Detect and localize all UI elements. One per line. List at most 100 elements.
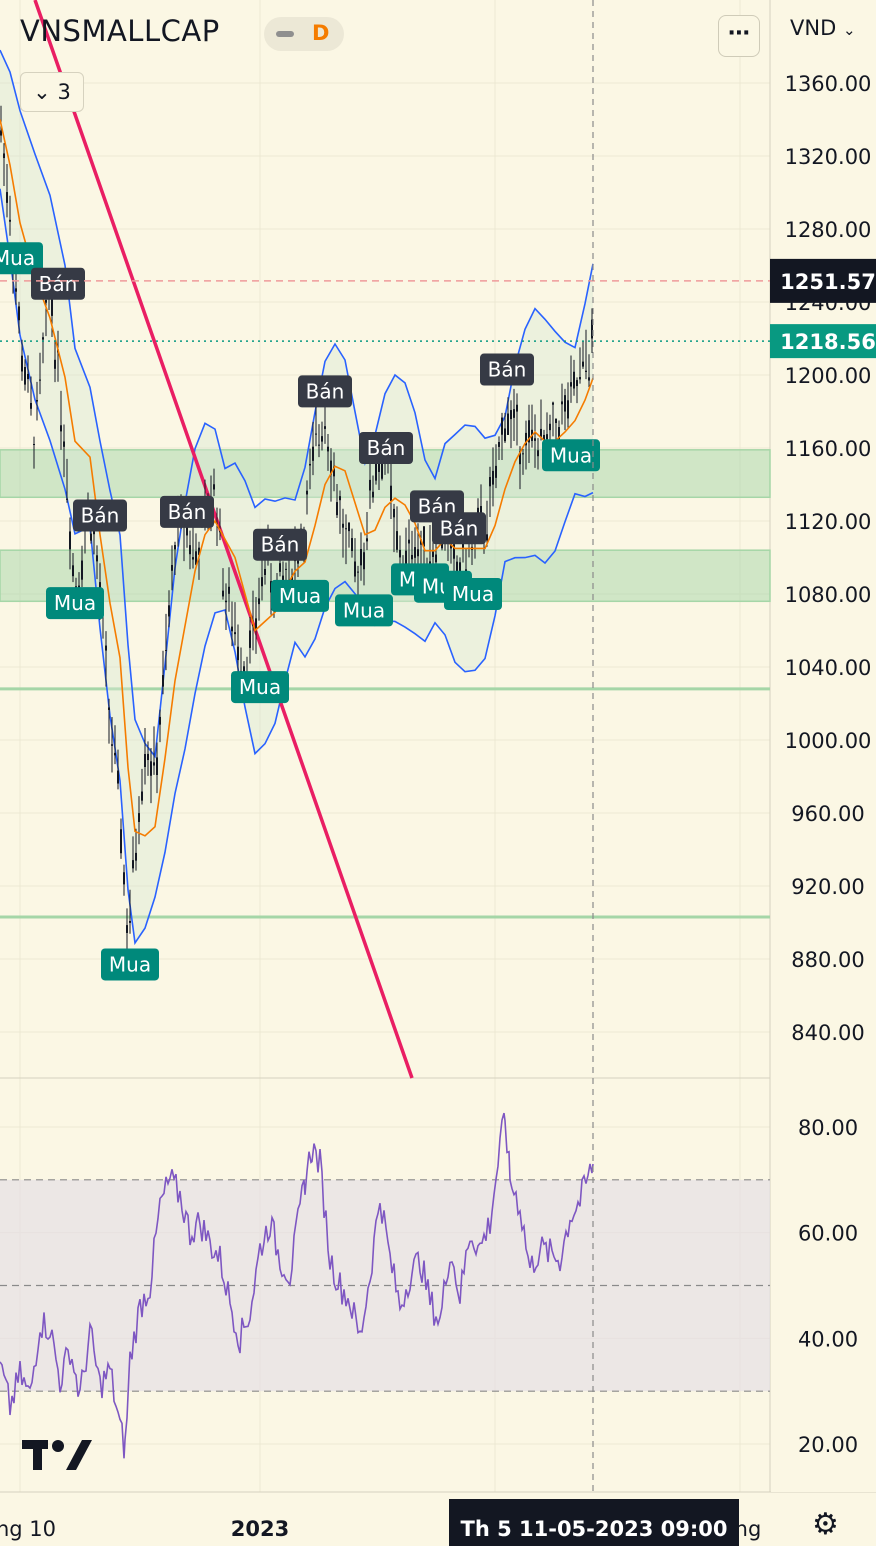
candle-body: [528, 420, 530, 443]
candle-body: [186, 527, 188, 536]
time-tick-label: ng: [735, 1517, 762, 1541]
candle-body: [459, 562, 461, 573]
price-axis: 1360.001320.001280.001240.001200.001160.…: [0, 0, 876, 1492]
candle-body: [393, 508, 395, 518]
price-tick-label: 1120.00: [785, 510, 872, 534]
candle-body: [156, 757, 158, 776]
candle-body: [213, 484, 215, 490]
candle-body: [309, 463, 311, 466]
candle-body: [534, 438, 536, 441]
sell-label-box: [73, 499, 127, 532]
sell-label-box: [298, 375, 352, 408]
candle-body: [138, 813, 140, 822]
candle-body: [480, 506, 482, 515]
signal-label-18: Mua: [550, 443, 592, 467]
signal-label-7: Mua: [239, 675, 281, 699]
candle-body: [432, 551, 434, 557]
more-dots-icon[interactable]: ⋯: [718, 15, 760, 57]
candle-body: [381, 459, 383, 479]
candle-body: [462, 541, 464, 549]
candle-body: [546, 434, 548, 440]
signal-label-5: Bán: [261, 533, 300, 557]
candle-body: [192, 557, 194, 560]
candle-body: [414, 547, 416, 558]
candle-body: [255, 618, 257, 630]
candle-body: [129, 920, 131, 923]
buy-label-box: [444, 578, 502, 610]
candle-body: [573, 371, 575, 389]
price-tick-label: 920.00: [791, 875, 864, 899]
candle-body: [318, 444, 320, 446]
chevron-down-icon: ⌄: [33, 80, 51, 104]
rsi-line: [0, 1112, 594, 1459]
candle-body: [120, 829, 122, 854]
signal-buy: Mua: [444, 578, 502, 610]
candle-body: [567, 400, 569, 419]
currency-selector[interactable]: VND ⌄: [790, 16, 856, 40]
price-tick-label: 1280.00: [785, 218, 872, 242]
candle-body: [342, 523, 344, 528]
candle-body: [576, 380, 578, 387]
indicators-toggle-button[interactable]: ⌄ 3: [20, 72, 84, 112]
signal-label-0: Mua: [0, 246, 35, 270]
candle-body: [333, 466, 335, 477]
signal-label-17: Bán: [488, 358, 527, 382]
candle-body: [360, 549, 362, 566]
alert-price-box: [770, 258, 876, 303]
signal-buy: Mua: [271, 579, 329, 612]
price-axis-background: [771, 0, 876, 1492]
candle-body: [222, 590, 224, 597]
candle-body: [348, 522, 350, 532]
candle-body: [225, 600, 227, 603]
candle-body: [564, 395, 566, 412]
indicators-count: 3: [57, 80, 71, 104]
candle-body: [171, 564, 173, 571]
candle-body: [363, 552, 365, 570]
signal-label-10: Bán: [367, 436, 406, 460]
candle-body: [315, 433, 317, 435]
gear-icon[interactable]: ⚙: [812, 1507, 839, 1542]
price-tick-label: 1000.00: [785, 729, 872, 753]
candle-body: [45, 299, 47, 303]
candle-body: [327, 446, 329, 452]
currency-label: VND: [790, 16, 837, 40]
candle-body: [279, 563, 281, 572]
signal-buy: Mua: [335, 594, 393, 627]
rsi-tick-label: 40.00: [798, 1327, 858, 1351]
candle-body: [111, 744, 113, 746]
tradingview-logo-icon[interactable]: [22, 1436, 92, 1476]
candle-body: [396, 531, 398, 550]
candle-body: [405, 550, 407, 565]
symbol-title[interactable]: VNSMALLCAP: [20, 14, 220, 48]
candle-body: [423, 526, 425, 547]
candle-body: [168, 605, 170, 617]
candle-body: [198, 547, 200, 556]
candle-body: [354, 561, 356, 577]
candle-body: [390, 485, 392, 501]
candle-body: [18, 306, 20, 321]
candle-body: [90, 533, 92, 541]
candle-body: [126, 925, 128, 933]
downtrend-line: [33, 0, 414, 1079]
candle-body: [507, 413, 509, 435]
candle-body: [324, 426, 326, 429]
signal-buy: Mua: [0, 242, 43, 275]
signal-buy: Mua: [46, 587, 104, 620]
candle-body: [234, 632, 236, 635]
candle-body: [336, 502, 338, 516]
signal-labels: MuaBánBánMuaBánBánMuaMuaMuaBánBánMuaBánB…: [0, 242, 600, 981]
candle-body: [96, 555, 98, 562]
signal-sell: Bán: [432, 512, 486, 545]
price-tick-label: 1040.00: [785, 656, 872, 680]
candle-body: [258, 598, 260, 605]
candle-body: [285, 568, 287, 570]
candle-body: [114, 752, 116, 756]
candle-body: [195, 551, 197, 565]
crosshair-date-box: [449, 1499, 739, 1546]
candle-body: [399, 549, 401, 558]
signal-sell: Bán: [298, 375, 352, 408]
price-tick-label: 960.00: [791, 802, 864, 826]
candle-body: [42, 337, 44, 340]
status-pill[interactable]: D: [264, 17, 344, 51]
